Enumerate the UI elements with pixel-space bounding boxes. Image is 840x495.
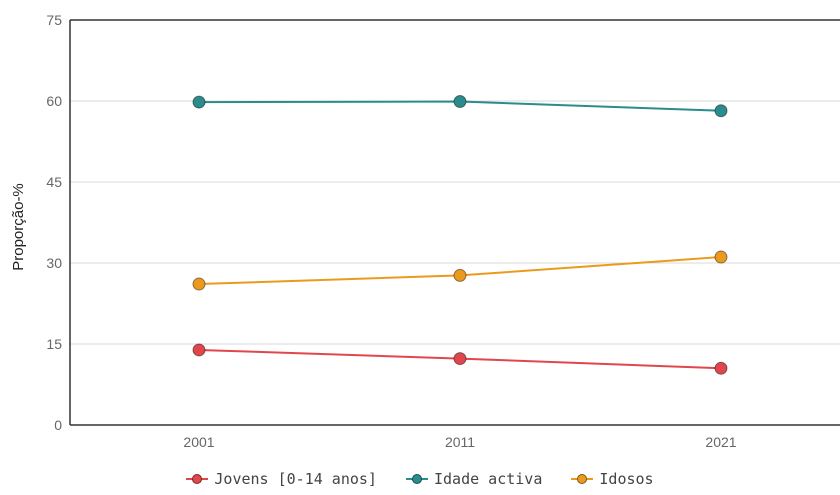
series-2 (192, 250, 728, 291)
legend-swatch-jovens (186, 473, 209, 485)
grid-lines (70, 19, 840, 345)
legend-label-idosos: Idosos (599, 470, 654, 488)
x-tick-labels: 2001 2011 2021 (183, 434, 736, 450)
y-axis-title: Proporção-% (10, 183, 27, 271)
legend-label-idade-activa: Idade activa (434, 470, 543, 488)
series-1 (192, 95, 728, 118)
y-tick-label-30: 30 (46, 255, 62, 271)
legend-item-idosos[interactable]: Idosos (571, 470, 654, 488)
data-point-1-2 (714, 104, 728, 118)
data-point-2-1 (453, 268, 467, 282)
y-tick-label-45: 45 (46, 174, 62, 190)
data-point-0-1 (453, 352, 467, 366)
data-point-2-2 (714, 250, 728, 264)
y-tick-labels: 0 15 30 45 60 75 (46, 12, 62, 433)
data-point-0-0 (192, 343, 206, 357)
data-point-1-1 (453, 95, 467, 109)
y-tick-label-15: 15 (46, 336, 62, 352)
y-tick-label-0: 0 (54, 417, 62, 433)
series-0 (192, 343, 728, 375)
legend-label-jovens: Jovens [0-14 anos] (214, 470, 377, 488)
data-point-2-0 (192, 277, 206, 291)
data-point-1-0 (192, 95, 206, 109)
legend-item-jovens[interactable]: Jovens [0-14 anos] (186, 470, 377, 488)
legend-item-idade-activa[interactable]: Idade activa (406, 470, 542, 488)
line-chart: 0 15 30 45 60 75 2001 2011 2021 Proporção-% (10, 12, 840, 450)
legend-swatch-idosos (571, 473, 594, 485)
y-tick-label-60: 60 (46, 93, 62, 109)
series-group (192, 95, 728, 375)
x-tick-label-2021: 2021 (705, 434, 736, 450)
x-tick-label-2011: 2011 (445, 434, 475, 450)
legend-swatch-idade-activa (406, 473, 428, 485)
data-point-0-2 (714, 361, 728, 375)
x-tick-label-2001: 2001 (183, 434, 214, 450)
y-tick-label-75: 75 (46, 12, 62, 28)
axes (69, 19, 840, 426)
legend: Jovens [0-14 anos] Idade activa Idosos (0, 470, 840, 489)
